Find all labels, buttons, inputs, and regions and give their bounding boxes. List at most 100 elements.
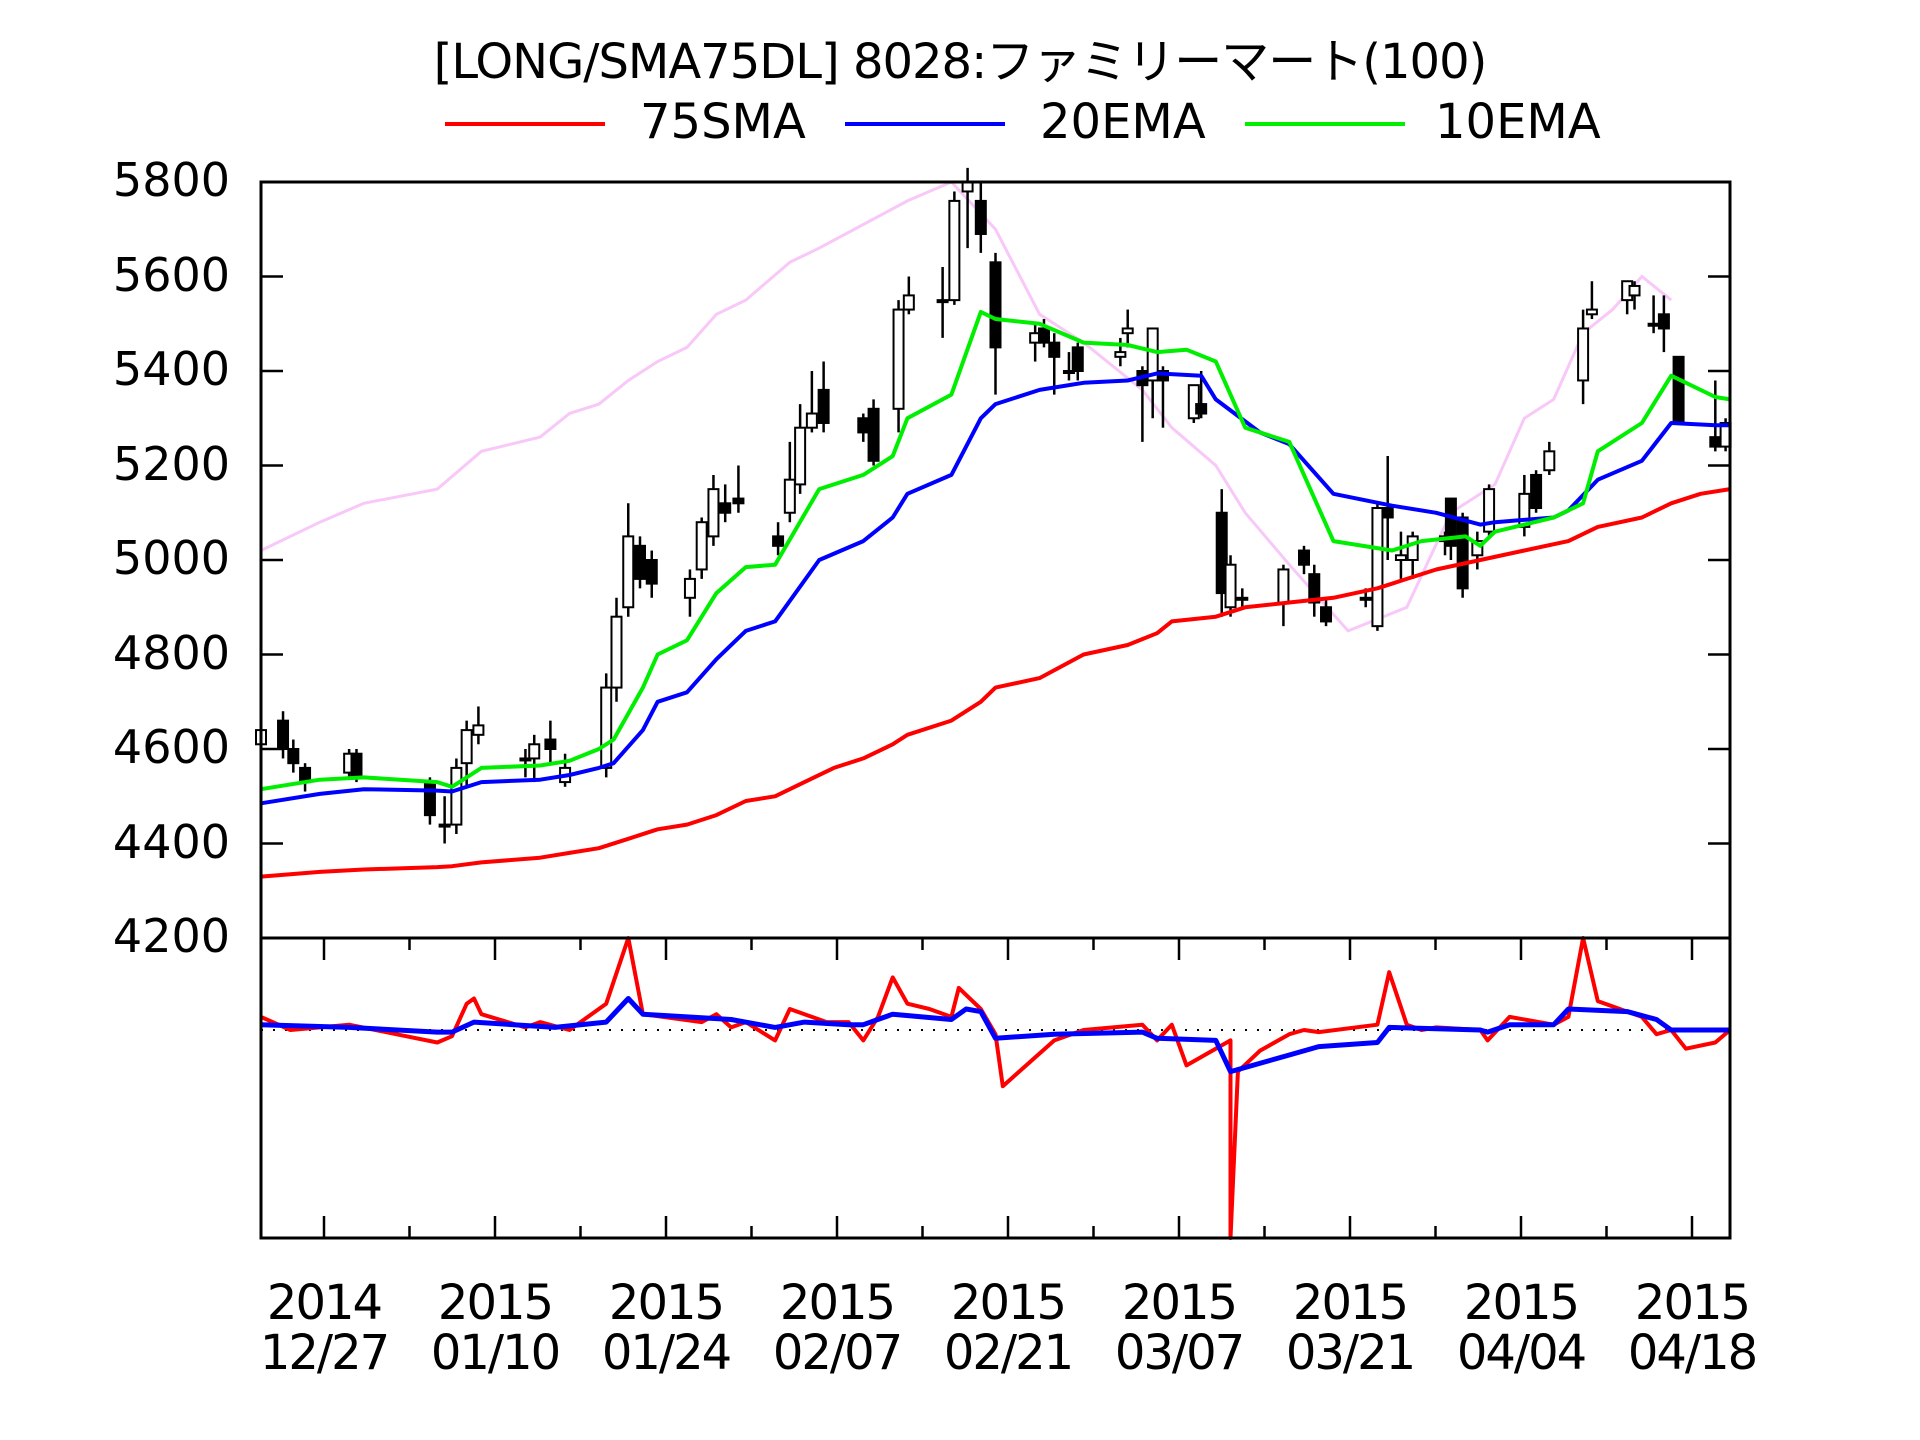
candle-body xyxy=(645,559,658,585)
candle-body xyxy=(1121,327,1134,335)
y-tick-label: 5600 xyxy=(112,248,230,302)
x-tick-year: 2015 xyxy=(779,1275,896,1331)
legend: 75SMA 20EMA 10EMA xyxy=(0,92,1920,152)
candle-body xyxy=(450,766,463,826)
x-tick-label: 2015 02/21 xyxy=(918,1278,1098,1378)
y-tick-label: 4800 xyxy=(112,626,230,680)
candle-body xyxy=(1048,341,1061,358)
candle-body xyxy=(438,823,451,828)
legend-swatch-10ema xyxy=(1245,122,1405,126)
candle-body xyxy=(772,535,785,547)
candle-body xyxy=(350,752,363,779)
candle-body xyxy=(1114,351,1127,358)
candle-body xyxy=(1518,492,1531,528)
x-tick-label: 2015 04/18 xyxy=(1602,1278,1782,1378)
candle-body xyxy=(974,199,987,235)
legend-label-20ema: 20EMA xyxy=(1040,94,1206,150)
legend-label-10ema: 10EMA xyxy=(1435,94,1601,150)
x-tick-year: 2015 xyxy=(1463,1275,1580,1331)
envelope-line xyxy=(260,180,1673,633)
y-tick-label: 4400 xyxy=(112,815,230,869)
y-tick-label: 5800 xyxy=(112,153,230,207)
candle-body xyxy=(732,497,745,505)
x-tick-date: 03/21 xyxy=(1285,1325,1416,1381)
candle-body xyxy=(719,502,732,514)
candle-body xyxy=(600,686,613,769)
candle-body xyxy=(707,488,720,538)
x-tick-year: 2015 xyxy=(1634,1275,1751,1331)
legend-label-75sma: 75SMA xyxy=(640,94,806,150)
candle-body xyxy=(805,412,818,429)
candle-body xyxy=(1297,549,1310,566)
x-tick-date: 01/10 xyxy=(430,1325,561,1381)
candle-body xyxy=(1444,497,1457,547)
candle-body xyxy=(1071,346,1084,372)
candle-body xyxy=(528,743,541,760)
x-tick-date: 02/21 xyxy=(943,1325,1074,1381)
x-tick-year: 2015 xyxy=(1121,1275,1238,1331)
candle-body xyxy=(1187,384,1200,420)
candle-body xyxy=(1146,327,1159,382)
y-tick-label: 4600 xyxy=(112,720,230,774)
x-tick-date: 03/07 xyxy=(1114,1325,1245,1381)
candle-body xyxy=(1195,403,1208,415)
x-tick-label: 2015 01/24 xyxy=(576,1278,756,1378)
ma-line-10ema xyxy=(260,309,1731,792)
x-tick-date: 02/07 xyxy=(772,1325,903,1381)
x-tick-year: 2014 xyxy=(266,1275,383,1331)
y-tick-label: 5000 xyxy=(112,531,230,585)
candle-body xyxy=(1471,540,1484,557)
x-tick-date: 01/24 xyxy=(601,1325,732,1381)
candle-body xyxy=(1224,563,1237,609)
candle-body xyxy=(1371,507,1384,628)
candle-body xyxy=(817,388,830,424)
ma-line-20ema xyxy=(260,371,1730,806)
candle-body xyxy=(472,724,485,736)
oscillator-line-fast xyxy=(260,936,1732,1240)
candle-body xyxy=(423,781,436,817)
candle-body xyxy=(989,261,1002,349)
candle-body xyxy=(544,738,557,750)
x-tick-date: 04/18 xyxy=(1627,1325,1758,1381)
candle-body xyxy=(948,199,961,302)
candle-body xyxy=(1577,327,1590,382)
x-tick-label: 2014 12/27 xyxy=(234,1278,414,1378)
x-tick-label: 2015 02/07 xyxy=(747,1278,927,1378)
y-tick-label: 5400 xyxy=(112,342,230,396)
candle-body xyxy=(683,577,696,599)
candle-body xyxy=(460,729,473,765)
candle-body xyxy=(794,426,807,486)
candle-body xyxy=(1394,554,1407,562)
legend-swatch-20ema xyxy=(845,122,1005,126)
candle-body xyxy=(1672,355,1685,424)
candle-body xyxy=(1530,473,1543,510)
candle-body xyxy=(1483,488,1496,533)
y-tick-label: 5200 xyxy=(112,437,230,491)
x-tick-label: 2015 03/07 xyxy=(1089,1278,1269,1378)
candle-body xyxy=(634,544,647,580)
candle-body xyxy=(936,299,949,304)
ma-line-75sma xyxy=(260,487,1731,879)
candle-body xyxy=(1657,313,1670,330)
candle-body xyxy=(892,308,905,410)
x-tick-label: 2015 03/21 xyxy=(1260,1278,1440,1378)
x-tick-year: 2015 xyxy=(1292,1275,1409,1331)
chart-title: [LONG/SMA75DL] 8028:ファミリーマート(100) xyxy=(433,34,1488,90)
x-tick-label: 2015 01/10 xyxy=(405,1278,585,1378)
candle-body xyxy=(857,417,870,434)
x-tick-year: 2015 xyxy=(437,1275,554,1331)
candle-body xyxy=(902,294,915,311)
candle-body xyxy=(1628,284,1641,297)
y-tick-label: 4200 xyxy=(112,909,230,963)
x-tick-year: 2015 xyxy=(950,1275,1067,1331)
candle-body xyxy=(1037,327,1050,344)
candle-body xyxy=(695,521,708,571)
x-tick-label: 2015 04/04 xyxy=(1431,1278,1611,1378)
candle-body xyxy=(1543,450,1556,472)
x-tick-year: 2015 xyxy=(608,1275,725,1331)
x-tick-date: 04/04 xyxy=(1456,1325,1587,1381)
oscillator-line-slow xyxy=(260,996,1730,1075)
candle-body xyxy=(1308,573,1321,604)
candle-body xyxy=(277,719,290,751)
